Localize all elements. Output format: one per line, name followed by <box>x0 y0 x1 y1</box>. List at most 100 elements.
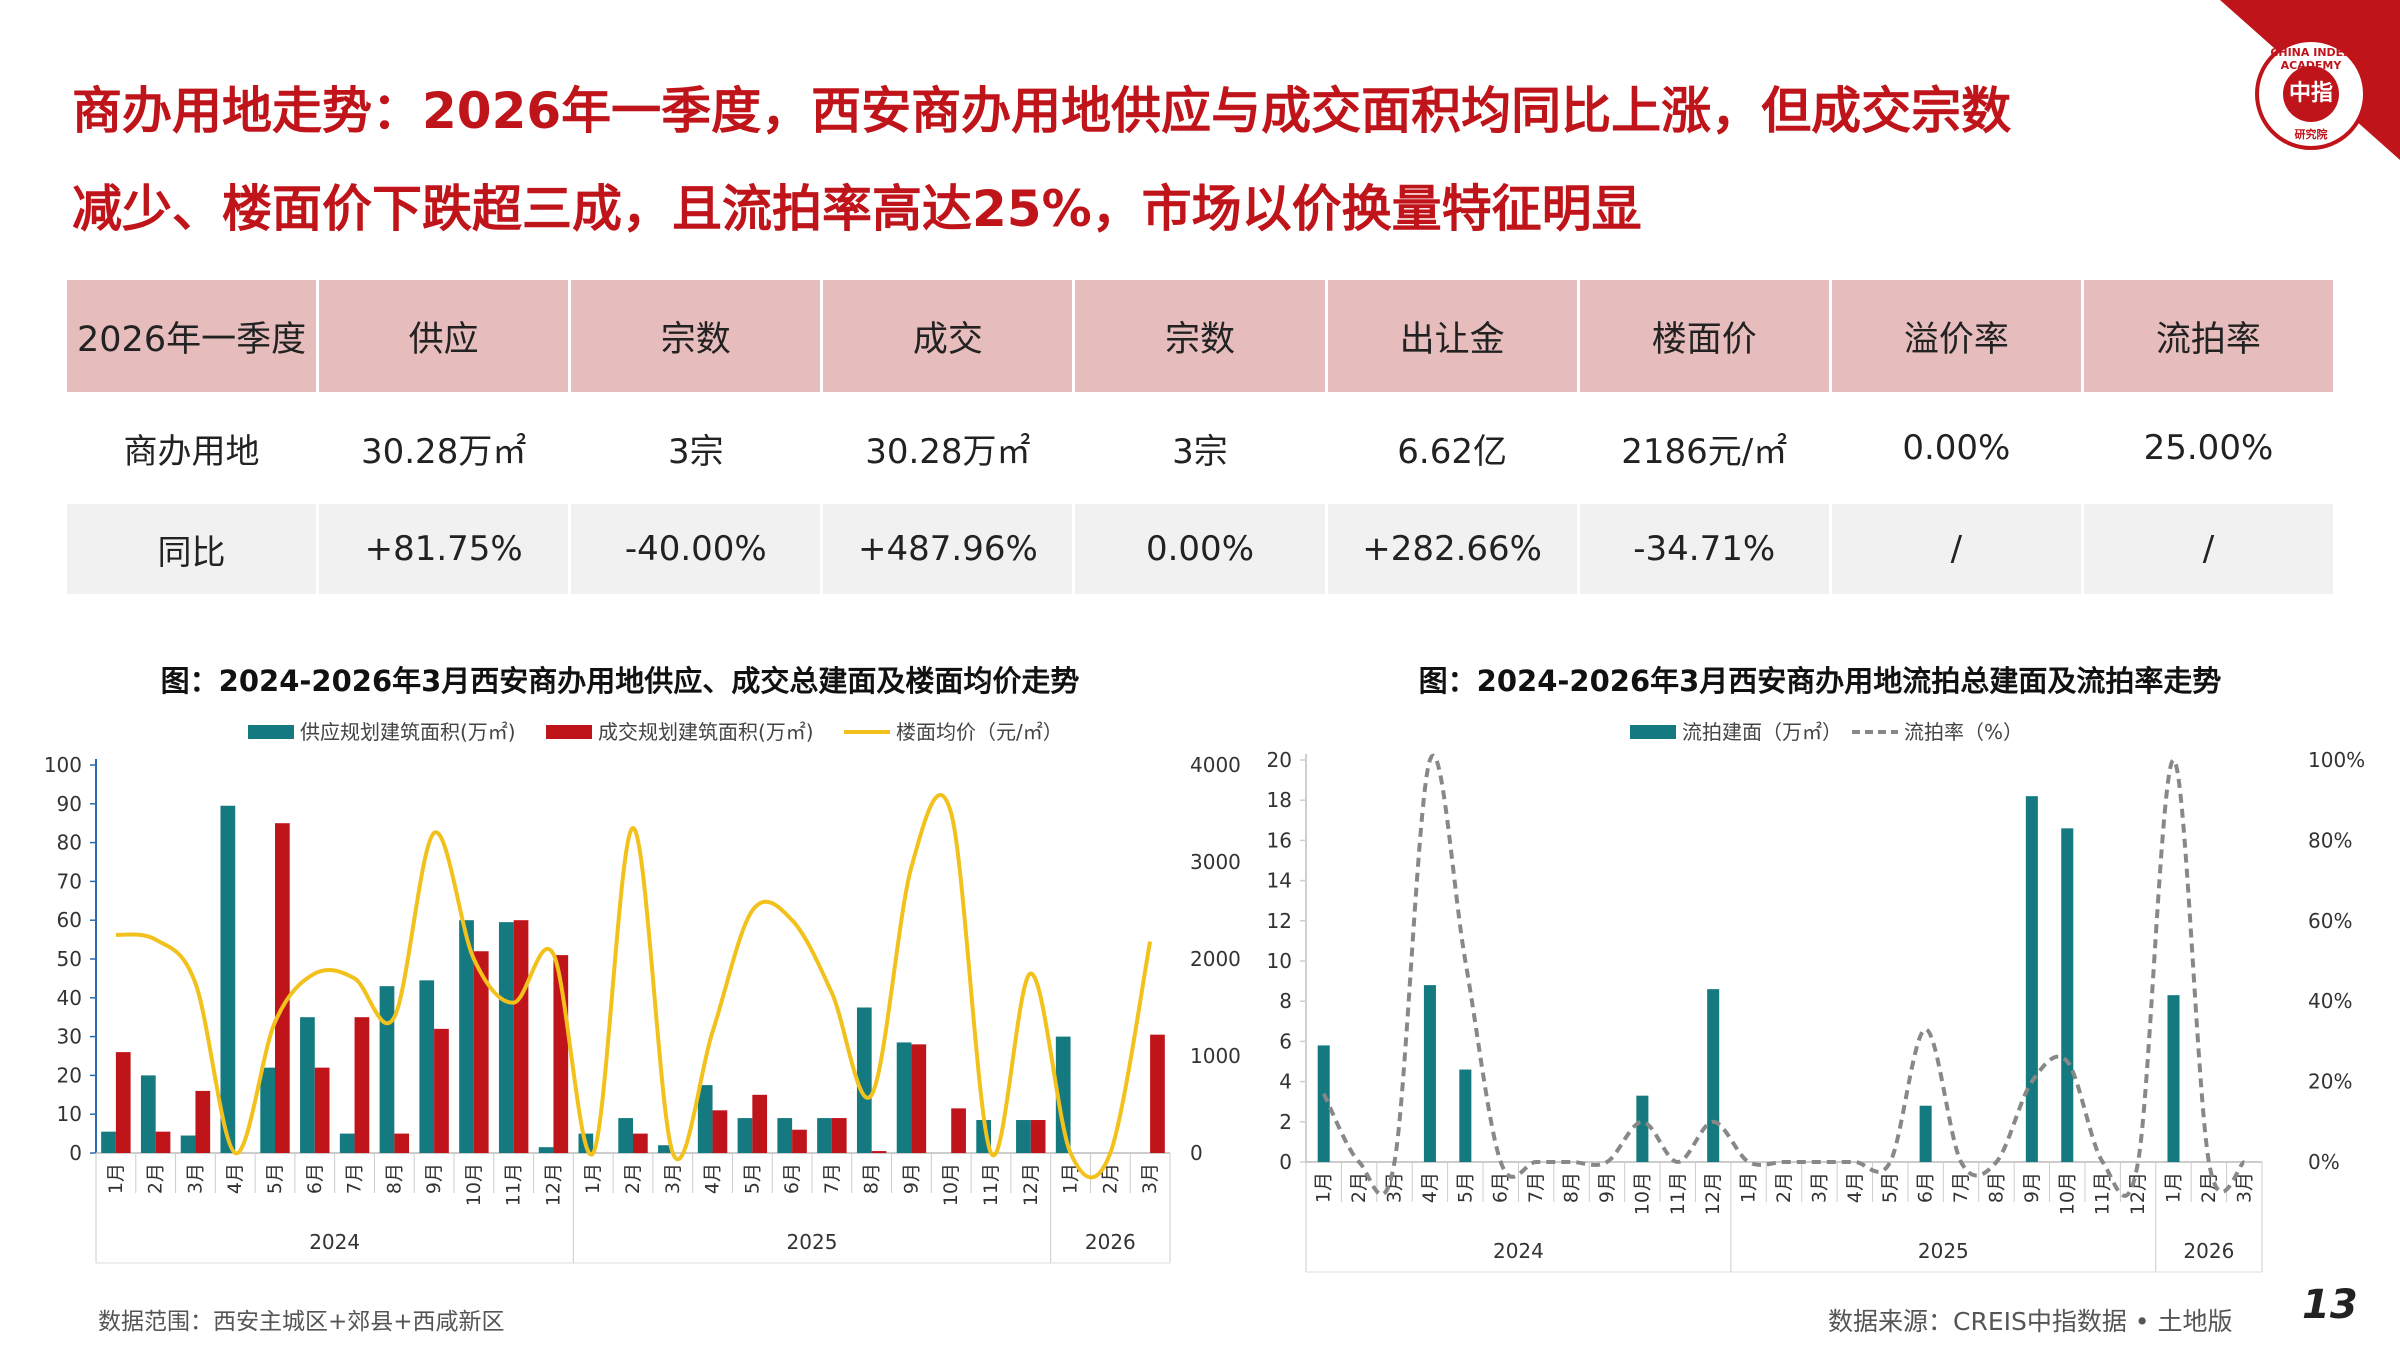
bar-secondary <box>394 1133 410 1153</box>
table-cell: 30.28万㎡ <box>360 431 527 472</box>
bar-primary <box>1423 985 1436 1162</box>
bar-secondary <box>314 1067 330 1153</box>
bar-secondary <box>831 1118 847 1153</box>
table-cell: 30.28万㎡ <box>865 431 1031 472</box>
series-line <box>115 793 1153 1180</box>
y-tick-label-left: 0 <box>69 1141 82 1165</box>
chart1-title: 图：2024-2026年3月西安商办用地供应、成交总建面及楼面均价走势 <box>160 664 1080 698</box>
bar-primary <box>419 980 435 1153</box>
table-cell: 3宗 <box>667 431 724 472</box>
bar-primary <box>856 1007 872 1153</box>
table-cell: / <box>1831 504 2081 594</box>
bar-secondary <box>712 1110 728 1153</box>
y-tick-label-left: 80 <box>57 831 82 855</box>
bar-secondary <box>1030 1120 1046 1153</box>
legend-label: 供应规划建筑面积(万㎡) <box>300 720 516 744</box>
x-tick-label: 7月 <box>1525 1172 1547 1203</box>
bar-secondary <box>911 1044 927 1153</box>
x-tick-label: 3月 <box>1139 1163 1161 1194</box>
table-header-row: 2026年一季度 供应 宗数 成交 宗数 出让金 楼面价 溢价率 流拍率 <box>67 280 2333 392</box>
table-cell: / <box>2083 504 2333 594</box>
x-tick-label: 10月 <box>2056 1172 2078 1215</box>
y-tick-label-left: 30 <box>57 1025 82 1049</box>
x-tick-label: 4月 <box>1844 1172 1866 1203</box>
x-tick-label: 11月 <box>980 1163 1002 1206</box>
x-tick-label: 10月 <box>1631 1172 1653 1215</box>
x-tick-label: 1月 <box>105 1163 127 1194</box>
y-tick-label-left: 0 <box>1279 1150 1292 1174</box>
bar-primary <box>697 1085 713 1153</box>
y-tick-label-right: 40% <box>2308 989 2352 1013</box>
x-tick-label: 3月 <box>2233 1172 2255 1203</box>
x-tick-label: 10月 <box>940 1163 962 1206</box>
bar-primary <box>658 1145 673 1153</box>
y-tick-label-left: 12 <box>1267 909 1292 933</box>
table-cell: 3宗 <box>1172 431 1228 472</box>
bar-secondary <box>792 1129 807 1153</box>
x-tick-label: 1月 <box>1060 1163 1082 1194</box>
x-group-label: 2025 <box>787 1230 838 1254</box>
x-tick-label: 4月 <box>1419 1172 1441 1203</box>
x-tick-label: 12月 <box>542 1163 564 1206</box>
bar-primary <box>379 986 395 1153</box>
y-tick-label-left: 8 <box>1279 989 1292 1013</box>
x-tick-label: 1月 <box>1313 1172 1335 1203</box>
x-tick-label: 7月 <box>821 1163 843 1194</box>
bar-primary <box>1707 989 1720 1162</box>
x-tick-label: 7月 <box>1950 1172 1972 1203</box>
y-tick-label-right: 3000 <box>1190 850 1241 874</box>
y-tick-label-left: 10 <box>57 1102 82 1126</box>
y-tick-label-left: 40 <box>57 986 82 1010</box>
y-tick-label-right: 0% <box>2308 1150 2340 1174</box>
bar-primary <box>101 1131 116 1153</box>
x-tick-label: 1月 <box>582 1163 604 1194</box>
unsold-area-rate-chart: 流拍建面（万㎡） 流拍率（%） 0 2 4 6 8 10 12 14 16 18 20 0% 20% 40% 6… <box>1267 720 2365 1273</box>
x-tick-label: 5月 <box>741 1163 763 1194</box>
logo-ring-bottom: 研究院 <box>2294 128 2328 141</box>
bar-secondary <box>354 1017 370 1153</box>
bar-primary <box>737 1118 753 1153</box>
table-header-cell: 宗数 <box>1075 280 1325 392</box>
bar-primary <box>538 1147 554 1153</box>
y-tick-label-right: 80% <box>2308 828 2352 852</box>
logo-center: 中指 <box>2283 66 2339 122</box>
table-cell-positive: +487.96% <box>823 504 1073 594</box>
bar-secondary <box>115 1052 131 1153</box>
table-header-cell: 供应 <box>319 280 569 392</box>
y-tick-label-left: 10 <box>1267 949 1292 973</box>
y-tick-label-left: 60 <box>57 908 82 932</box>
x-group-label: 2024 <box>1493 1239 1544 1263</box>
x-tick-label: 2月 <box>1348 1172 1370 1203</box>
table-cell: 商办用地 <box>123 431 260 472</box>
bar-secondary <box>275 823 290 1153</box>
x-tick-label: 8月 <box>383 1163 405 1194</box>
y-tick-label-left: 4 <box>1279 1070 1292 1094</box>
x-tick-label: 3月 <box>1808 1172 1830 1203</box>
x-tick-label: 7月 <box>344 1163 366 1194</box>
x-tick-label: 1月 <box>1738 1172 1760 1203</box>
summary-table: 2026年一季度 供应 宗数 成交 宗数 出让金 楼面价 溢价率 流拍率 商办用… <box>64 280 2336 594</box>
x-tick-label: 8月 <box>1561 1172 1583 1203</box>
bar-primary <box>498 922 514 1153</box>
page-number: 13 <box>2302 1282 2358 1328</box>
y-tick-label-left: 70 <box>57 869 82 893</box>
x-tick-label: 6月 <box>781 1163 803 1194</box>
legend-swatch <box>546 725 592 739</box>
bar-primary <box>1636 1095 1649 1162</box>
y-tick-label-left: 6 <box>1279 1029 1292 1053</box>
x-tick-label: 8月 <box>1985 1172 2007 1203</box>
x-group-label: 2025 <box>1918 1239 1969 1263</box>
page-title: 商办用地走势：2026年一季度，西安商办用地供应与成交面积均同比上涨，但成交宗数… <box>72 62 2192 258</box>
table-cell: 同比 <box>67 504 317 594</box>
bar-primary <box>1919 1105 1932 1162</box>
china-index-academy-logo: CHINA INDEX ACADEMY 中指 研究院 <box>2255 38 2367 150</box>
y-tick-label-left: 20 <box>1267 748 1292 772</box>
y-tick-label-right: 4000 <box>1190 753 1241 777</box>
table-cell-positive: +81.75% <box>319 504 569 594</box>
bar-primary <box>896 1042 912 1153</box>
y-tick-label-right: 0 <box>1190 1141 1203 1165</box>
table-cell-negative: -34.71% <box>1579 504 1829 594</box>
table-header-cell: 成交 <box>823 280 1073 392</box>
y-tick-label-left: 20 <box>57 1063 82 1087</box>
x-tick-label: 8月 <box>861 1163 883 1194</box>
